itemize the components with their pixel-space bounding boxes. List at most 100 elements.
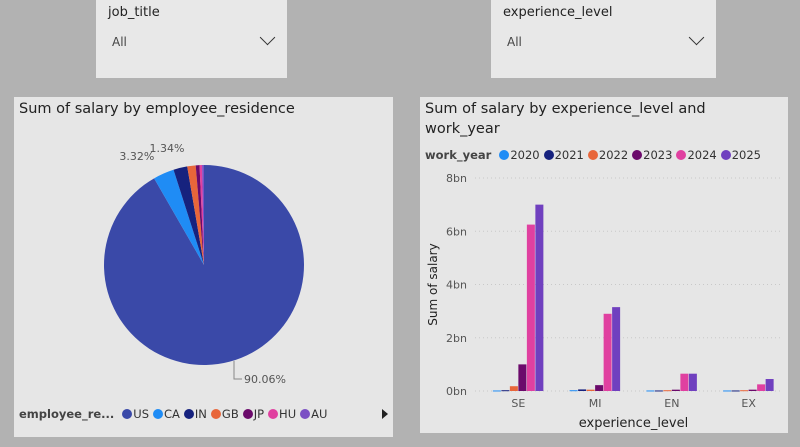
legend-item[interactable]: 2025: [720, 148, 762, 162]
legend-label: JP: [253, 407, 265, 421]
pie-chart-panel: Sum of salary by employee_residence 90.0…: [14, 97, 393, 437]
bar-mi-2021: [578, 389, 587, 391]
bar-ex-2020: [723, 390, 732, 392]
pie-slice-au: [202, 165, 204, 265]
bar-ex-2022: [740, 390, 749, 392]
bar-ex-2021: [731, 390, 740, 392]
data-label: 1.34%: [149, 142, 184, 155]
slicer-value[interactable]: All: [112, 35, 127, 49]
bar-ex-2023: [748, 389, 757, 391]
legend-item[interactable]: 2022: [587, 148, 629, 162]
bar-ex-2024: [757, 384, 766, 391]
bar-chart-panel: Sum of salary by experience_level and wor…: [420, 97, 788, 433]
job-title-slicer[interactable]: job_title All: [96, 0, 287, 78]
legend-label: GB: [221, 407, 239, 421]
bar-chart: 0bn 2bn 4bn 6bn 8bn Sum of salary SE MI EN EX expe…: [426, 172, 782, 431]
legend-label: US: [133, 407, 149, 421]
legend-item[interactable]: 2021: [543, 148, 584, 162]
legend-item[interactable]: CA: [153, 407, 180, 421]
legend-item[interactable]: 2020: [499, 148, 540, 162]
y-tick-label: 6bn: [446, 225, 467, 238]
legend-dot-icon: [153, 409, 163, 419]
legend-dot-icon: [210, 409, 221, 419]
y-tick-label: 4bn: [446, 279, 467, 292]
legend-dot-icon: [499, 150, 510, 160]
y-tick-label: 8bn: [446, 172, 467, 185]
legend-label: 2025: [731, 148, 762, 162]
legend-item[interactable]: HU: [268, 407, 296, 421]
legend-label: 2020: [510, 148, 540, 162]
pie-slice-ca: [154, 169, 204, 265]
legend-label: 2023: [643, 148, 673, 162]
legend-label: IN: [194, 407, 207, 421]
chevron-down-icon[interactable]: [259, 29, 276, 46]
bar-en-2023: [671, 389, 680, 391]
legend-label: 2022: [598, 148, 629, 162]
bar-mi-2024: [603, 313, 612, 391]
bar-se-2022: [509, 386, 518, 391]
title-line-1: Sum of salary by experience_level and: [425, 101, 706, 117]
x-axis-label: experience_level: [579, 416, 688, 431]
chevron-down-icon[interactable]: [688, 29, 705, 46]
legend-dot-icon: [676, 150, 687, 160]
legend-item[interactable]: GB: [210, 407, 239, 421]
legend-item[interactable]: IN: [183, 407, 207, 421]
pie-legend: employee_re... US CA IN GB JP HU AU: [19, 407, 327, 421]
x-tick-label: SE: [511, 397, 525, 410]
bar-se-2021: [501, 390, 510, 392]
legend-title: employee_re...: [19, 407, 115, 421]
bar-se-2023: [518, 364, 527, 391]
legend-item[interactable]: AU: [300, 407, 327, 421]
legend-item[interactable]: JP: [242, 407, 265, 421]
legend-item[interactable]: US: [122, 407, 149, 421]
title-line-2: work_year: [425, 121, 500, 137]
slicer-value[interactable]: All: [507, 35, 522, 49]
legend-dot-icon: [720, 150, 731, 160]
data-label: 90.06%: [244, 373, 286, 386]
data-label: 3.32%: [119, 150, 154, 163]
bar-en-2025: [688, 373, 697, 391]
bar-se-2020: [492, 390, 501, 392]
y-tick-label: 2bn: [446, 332, 467, 345]
bar-en-2022: [663, 390, 672, 392]
y-tick-label: 0bn: [446, 385, 467, 398]
legend-label: 2024: [687, 148, 717, 162]
x-tick-label: EX: [741, 397, 756, 410]
bar-mi-2023: [595, 385, 604, 391]
legend-dot-icon: [268, 409, 279, 419]
chart-title: Sum of salary by employee_residence: [19, 101, 295, 117]
slicer-title: experience_level: [503, 5, 613, 20]
bar-mi-2020: [569, 390, 578, 392]
legend-dot-icon: [122, 409, 133, 419]
legend-label: 2021: [554, 148, 584, 162]
legend-item[interactable]: 2024: [676, 148, 717, 162]
bar-legend: work_year 2020 2021 2022 2023 2024 2025: [425, 148, 761, 162]
bar-se-2025: [535, 204, 544, 391]
pie-slice-gb: [187, 165, 204, 265]
triangle-right-icon[interactable]: [382, 409, 388, 419]
legend-label: AU: [311, 407, 328, 421]
x-tick-label: MI: [589, 397, 602, 410]
legend-dot-icon: [543, 150, 554, 160]
experience-level-slicer[interactable]: experience_level All: [491, 0, 716, 78]
pie-slice-in: [173, 166, 204, 265]
legend-title: work_year: [425, 148, 492, 162]
chart-title: Sum of salary by experience_level and wor…: [425, 99, 706, 139]
legend-dot-icon: [300, 409, 311, 419]
legend-label: HU: [279, 407, 297, 421]
x-tick-label: EN: [664, 397, 679, 410]
legend-label: CA: [164, 407, 180, 421]
pie-slice-jp: [195, 165, 204, 265]
legend-dot-icon: [587, 150, 598, 160]
legend-dot-icon: [632, 150, 643, 160]
bar-se-2024: [526, 224, 535, 391]
leader-line: [233, 361, 242, 380]
bar-en-2020: [646, 390, 655, 392]
pie-slice-hu: [199, 165, 204, 265]
bar-en-2024: [680, 373, 689, 391]
bar-en-2021: [654, 390, 663, 392]
bar-mi-2025: [612, 307, 621, 391]
bar-ex-2025: [765, 379, 774, 391]
pie-chart: 90.06% 3.32%1.34%: [104, 142, 304, 386]
legend-item[interactable]: 2023: [632, 148, 672, 162]
